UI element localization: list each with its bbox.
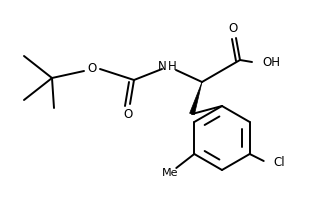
Text: N: N [158,60,166,72]
Text: O: O [87,62,96,74]
Polygon shape [190,82,202,115]
Text: Me: Me [162,168,179,178]
Text: Cl: Cl [274,155,285,168]
Text: O: O [229,22,238,34]
Text: H: H [168,60,176,72]
Text: O: O [123,108,133,121]
Text: OH: OH [262,56,280,69]
